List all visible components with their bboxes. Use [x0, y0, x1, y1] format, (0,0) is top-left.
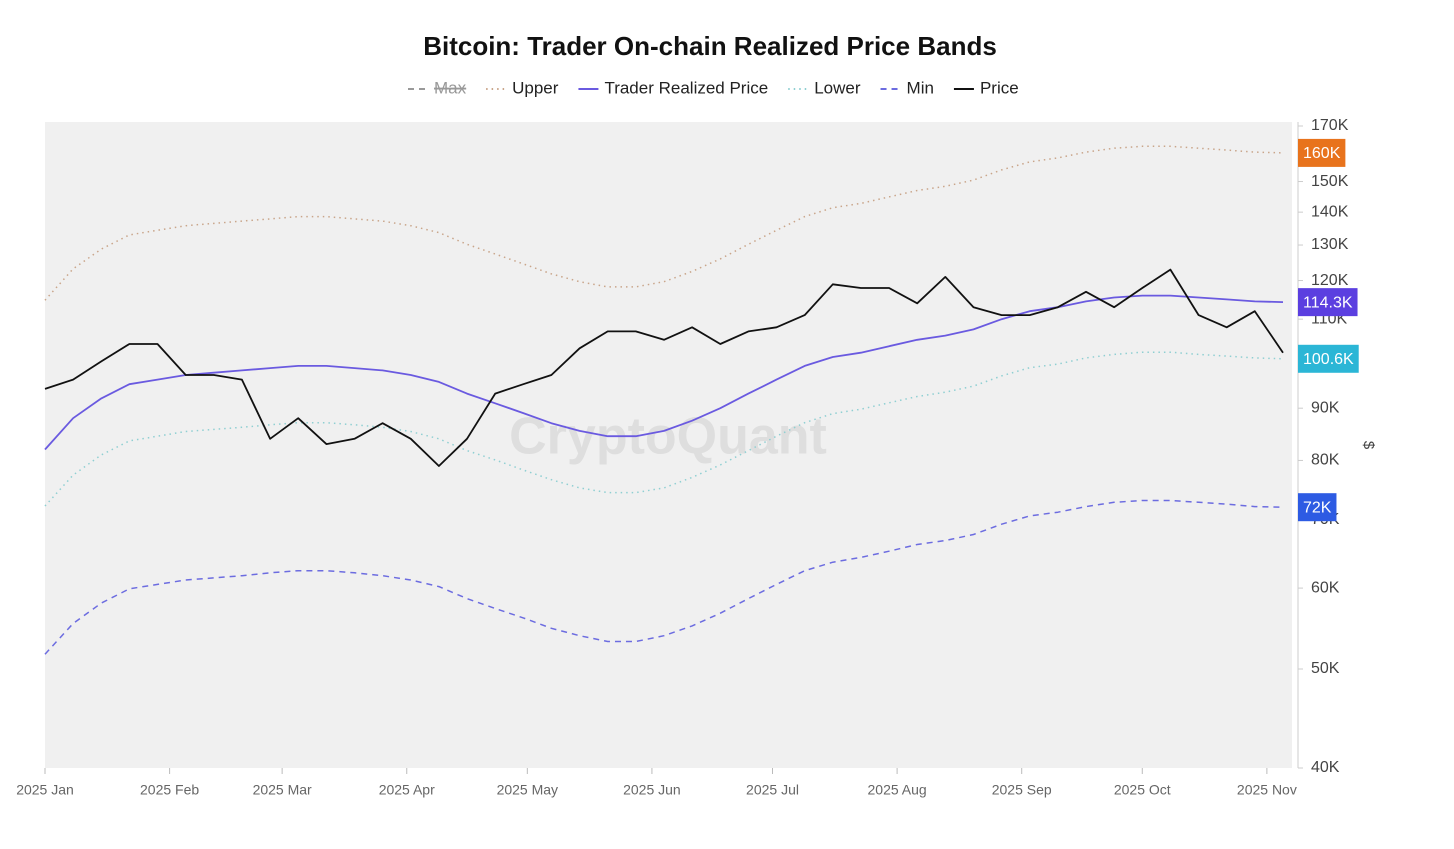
x-tick-label: 2025 Jul	[746, 782, 799, 798]
y-tick-label: 150K	[1311, 173, 1349, 190]
plot-area	[45, 122, 1292, 768]
x-tick-label: 2025 Jun	[623, 782, 681, 798]
x-tick-label: 2025 Aug	[868, 782, 927, 798]
legend-label: Min	[907, 78, 934, 97]
x-tick-label: 2025 May	[497, 782, 558, 798]
y-tick-label: 140K	[1311, 203, 1349, 220]
x-tick-label: 2025 Oct	[1114, 782, 1171, 798]
series-line	[44, 294, 1284, 451]
end-value-label: 100.6K	[1298, 344, 1359, 373]
x-tick-label: 2025 Mar	[253, 782, 312, 798]
end-value-label: 114.3K	[1298, 288, 1358, 317]
x-tick-label: 2025 Sep	[992, 782, 1052, 798]
end-value-label: 72K	[1298, 493, 1337, 522]
y-axis-label: $	[1360, 441, 1377, 450]
end-value-box	[1298, 493, 1337, 522]
y-tick-label: 120K	[1311, 272, 1349, 289]
series-line	[44, 268, 1284, 467]
end-value-label: 160K	[1298, 138, 1346, 167]
y-tick-label: 40K	[1311, 759, 1340, 776]
x-tick-label: 2025 Feb	[140, 782, 199, 798]
legend-label: Upper	[512, 78, 559, 97]
end-value-text: 100.6K	[1303, 351, 1354, 368]
y-tick-label: 170K	[1311, 117, 1349, 134]
y-tick-label: 90K	[1311, 399, 1340, 416]
end-value-text: 114.3K	[1303, 294, 1353, 311]
watermark: CryptoQuant	[509, 408, 827, 466]
end-value-box	[1298, 344, 1359, 373]
x-tick-label: 2025 Apr	[379, 782, 435, 798]
legend-label: Max	[434, 78, 467, 97]
x-tick-label: 2025 Nov	[1237, 782, 1297, 798]
chart-title: Bitcoin: Trader On-chain Realized Price …	[423, 31, 997, 61]
end-value-text: 72K	[1303, 499, 1332, 516]
y-tick-label: 60K	[1311, 579, 1340, 596]
end-value-box	[1298, 288, 1358, 317]
y-tick-label: 130K	[1311, 236, 1349, 253]
legend-label: Trader Realized Price	[604, 78, 768, 97]
y-tick-label: 80K	[1311, 452, 1340, 469]
y-tick-label: 50K	[1311, 660, 1340, 677]
end-value-box	[1298, 138, 1346, 167]
legend-label: Lower	[814, 78, 861, 97]
legend-label: Price	[980, 78, 1019, 97]
series-line	[44, 145, 1284, 301]
series-line	[44, 351, 1284, 507]
x-tick-label: 2025 Jan	[16, 782, 74, 798]
series-line	[44, 499, 1284, 655]
end-value-text: 160K	[1303, 145, 1341, 162]
